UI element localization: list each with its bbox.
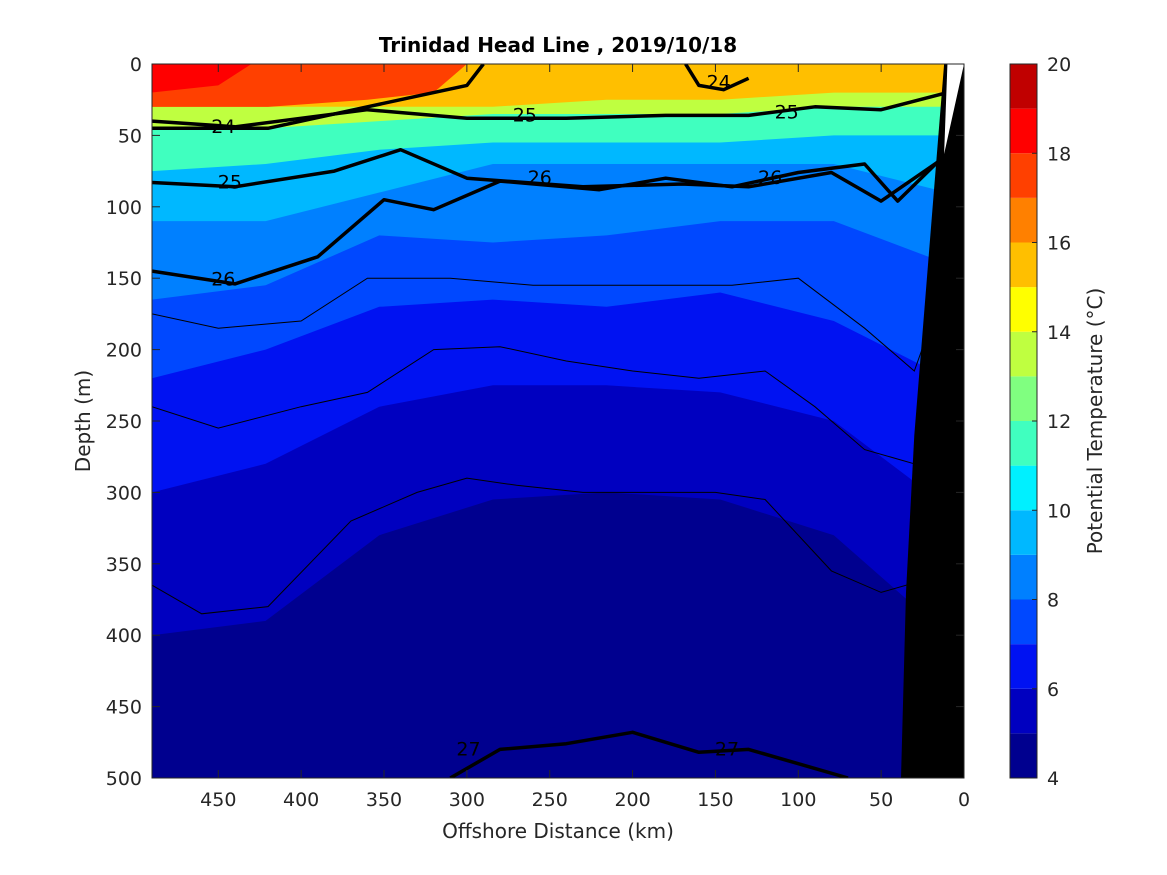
contour-label: 27 bbox=[456, 738, 480, 760]
colorbar-swatch bbox=[1010, 108, 1037, 154]
thin-isopycnal bbox=[152, 346, 940, 465]
colorbar-swatch bbox=[1010, 644, 1037, 689]
colorbar-swatch bbox=[1010, 64, 1037, 109]
colorbar-swatch bbox=[1010, 242, 1037, 288]
contour-label: 25 bbox=[513, 104, 537, 126]
x-tick-label: 300 bbox=[449, 789, 485, 811]
isopycnal-24 bbox=[684, 64, 750, 92]
colorbar-tick-label: 12 bbox=[1047, 411, 1071, 433]
y-tick-label: 300 bbox=[106, 482, 142, 504]
colorbar-tick-label: 10 bbox=[1047, 500, 1071, 522]
bathymetry-mask bbox=[901, 64, 964, 778]
y-tick-label: 150 bbox=[106, 268, 142, 290]
colorbar-tick-label: 14 bbox=[1047, 322, 1071, 344]
colorbar-tick-label: 4 bbox=[1047, 768, 1059, 790]
isopycnal-25 bbox=[152, 90, 948, 129]
colorbar-tick-label: 20 bbox=[1047, 54, 1071, 76]
chart-title: Trinidad Head Line , 2019/10/18 bbox=[379, 33, 737, 57]
x-tick-label: 400 bbox=[283, 789, 319, 811]
contour-label: 27 bbox=[715, 738, 739, 760]
x-tick-label: 50 bbox=[869, 789, 893, 811]
contour-label: 25 bbox=[775, 102, 799, 124]
axes: 450 400 350 300 250 200 150 100 50 00501001502002… bbox=[106, 54, 970, 811]
contour-label: 26 bbox=[211, 269, 235, 291]
isopycnal-24 bbox=[152, 64, 485, 131]
colorbar-swatch bbox=[1010, 688, 1037, 734]
y-tick-label: 500 bbox=[106, 768, 142, 790]
warmest-surface-band bbox=[152, 64, 252, 93]
x-tick-label: 200 bbox=[614, 789, 650, 811]
x-tick-label: 150 bbox=[697, 789, 733, 811]
colorbar-swatch bbox=[1010, 376, 1037, 421]
colorbar-swatch bbox=[1010, 554, 1037, 600]
colorbar-tick-label: 6 bbox=[1047, 679, 1059, 701]
y-tick-label: 250 bbox=[106, 411, 142, 433]
x-tick-label: 450 bbox=[200, 789, 236, 811]
contour-label: 25 bbox=[218, 172, 242, 194]
colorbar-swatch bbox=[1010, 287, 1037, 332]
warm-surface-patch bbox=[682, 64, 741, 93]
colorbar: 4 6 8 10 12 14 16 18 20 bbox=[1009, 54, 1071, 790]
y-tick-label: 200 bbox=[106, 340, 142, 362]
x-tick-label: 0 bbox=[958, 789, 970, 811]
colorbar-swatch bbox=[1010, 510, 1037, 555]
colorbar-swatch bbox=[1010, 197, 1037, 243]
isopycnal-26 bbox=[152, 151, 949, 286]
y-tick-label: 100 bbox=[106, 197, 142, 219]
y-axis-label: Depth (m) bbox=[71, 370, 95, 472]
colorbar-swatch bbox=[1010, 733, 1037, 778]
colorbar-swatch bbox=[1010, 153, 1037, 198]
colorbar-label: Potential Temperature (°C) bbox=[1083, 288, 1107, 555]
colorbar-tick-label: 18 bbox=[1047, 143, 1071, 165]
colorbar-swatch bbox=[1010, 421, 1037, 466]
x-tick-label: 350 bbox=[366, 789, 402, 811]
contour-label: 24 bbox=[707, 72, 731, 94]
y-tick-label: 50 bbox=[118, 125, 142, 147]
colorbar-tick-label: 16 bbox=[1047, 233, 1071, 255]
x-tick-label: 250 bbox=[532, 789, 568, 811]
y-tick-label: 0 bbox=[130, 54, 142, 76]
y-tick-label: 400 bbox=[106, 625, 142, 647]
isopycnal-27 bbox=[449, 730, 849, 778]
contour-label: 26 bbox=[528, 167, 552, 189]
x-tick-label: 100 bbox=[780, 789, 816, 811]
thin-isopycnal bbox=[152, 477, 932, 615]
colorbar-swatch bbox=[1010, 331, 1037, 377]
colorbar-swatch bbox=[1010, 599, 1037, 645]
colorbar-tick-label: 8 bbox=[1047, 590, 1059, 612]
y-tick-label: 450 bbox=[106, 697, 142, 719]
contour-label: 24 bbox=[211, 116, 235, 138]
plot-area: 24 24 25 25 25 26 26 26 27 27 bbox=[152, 64, 964, 778]
contour-label: 26 bbox=[758, 167, 782, 189]
x-axis-label: Offshore Distance (km) bbox=[442, 819, 674, 843]
thin-isopycnal bbox=[152, 277, 948, 372]
no-data-wedge bbox=[944, 64, 964, 154]
y-tick-label: 350 bbox=[106, 554, 142, 576]
colorbar-swatch bbox=[1010, 465, 1037, 511]
